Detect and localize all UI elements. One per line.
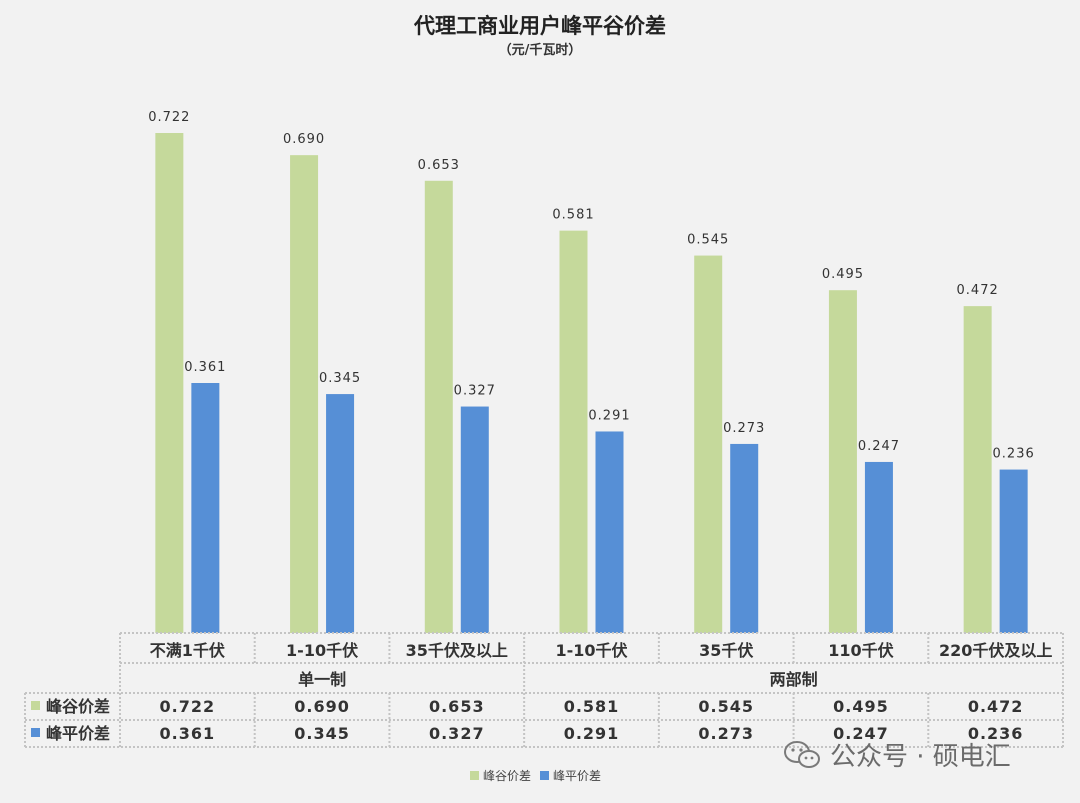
watermark-text: 公众号 · 硕电汇 <box>830 742 1011 772</box>
legend-swatch <box>470 771 479 780</box>
bar-peak-flat-5 <box>864 461 893 633</box>
data-label: 0.327 <box>454 384 496 399</box>
table-cell: 0.722 <box>160 697 216 716</box>
x-tick-label: 不满1千伏 <box>150 641 225 660</box>
x-tick-label: 1-10千伏 <box>286 641 358 660</box>
bar-peak-valley-6 <box>963 306 992 633</box>
x-tick-label: 1-10千伏 <box>555 641 627 660</box>
wechat-icon <box>784 740 820 768</box>
table-cell: 0.247 <box>833 724 889 743</box>
table-legend-key <box>31 701 40 710</box>
bar-peak-flat-2 <box>460 406 489 633</box>
table-row-label: 峰谷价差 <box>46 697 110 716</box>
bar-peak-flat-6 <box>999 469 1028 633</box>
table-cell: 0.581 <box>564 697 620 716</box>
table-legend-key <box>31 728 40 737</box>
bar-peak-flat-0 <box>191 383 220 633</box>
data-label: 0.581 <box>552 208 594 223</box>
data-label: 0.545 <box>687 233 729 248</box>
bar-peak-flat-1 <box>326 394 355 633</box>
data-label: 0.472 <box>957 283 999 298</box>
legend-label: 峰平价差 <box>553 769 601 783</box>
x-tick-label: 110千伏 <box>828 641 893 660</box>
watermark: 公众号 · 硕电汇 <box>782 736 1011 773</box>
table-cell: 0.291 <box>564 724 620 743</box>
x-tick-label: 220千伏及以上 <box>939 641 1052 660</box>
x-tick-label: 35千伏 <box>699 641 753 660</box>
bar-peak-valley-2 <box>424 180 453 633</box>
table-cell: 0.236 <box>968 724 1024 743</box>
bar-peak-valley-4 <box>694 255 723 633</box>
table-cell: 0.273 <box>698 724 754 743</box>
table-cell: 0.472 <box>968 697 1024 716</box>
chart-subtitle: （元/千瓦时） <box>499 42 582 58</box>
group-label: 两部制 <box>770 670 818 689</box>
legend-swatch <box>540 771 549 780</box>
data-label: 0.273 <box>723 421 765 436</box>
data-label: 0.690 <box>283 132 325 147</box>
data-label: 0.361 <box>184 360 226 375</box>
bar-peak-valley-5 <box>828 290 857 633</box>
table-cell: 0.545 <box>698 697 754 716</box>
bar-peak-valley-1 <box>290 155 319 634</box>
data-label: 0.722 <box>148 110 190 125</box>
data-label: 0.236 <box>993 447 1035 462</box>
table-cell: 0.653 <box>429 697 485 716</box>
data-label: 0.495 <box>822 267 864 282</box>
table-cell: 0.495 <box>833 697 889 716</box>
data-label: 0.291 <box>588 408 630 423</box>
legend-label: 峰谷价差 <box>483 769 531 783</box>
table-cell: 0.690 <box>294 697 350 716</box>
bar-peak-flat-4 <box>730 443 759 633</box>
table-cell: 0.327 <box>429 724 485 743</box>
group-label: 单一制 <box>298 670 346 689</box>
data-label: 0.345 <box>319 371 361 386</box>
bar-peak-flat-3 <box>595 431 624 633</box>
data-label: 0.653 <box>418 158 460 173</box>
chart-title: 代理工商业用户峰平谷价差 <box>413 14 666 38</box>
bar-peak-valley-0 <box>155 133 184 633</box>
table-cell: 0.345 <box>294 724 350 743</box>
table-cell: 0.361 <box>160 724 216 743</box>
x-tick-label: 35千伏及以上 <box>406 641 508 660</box>
data-label: 0.247 <box>858 439 900 454</box>
bar-peak-valley-3 <box>559 230 588 633</box>
table-row-label: 峰平价差 <box>46 724 110 743</box>
